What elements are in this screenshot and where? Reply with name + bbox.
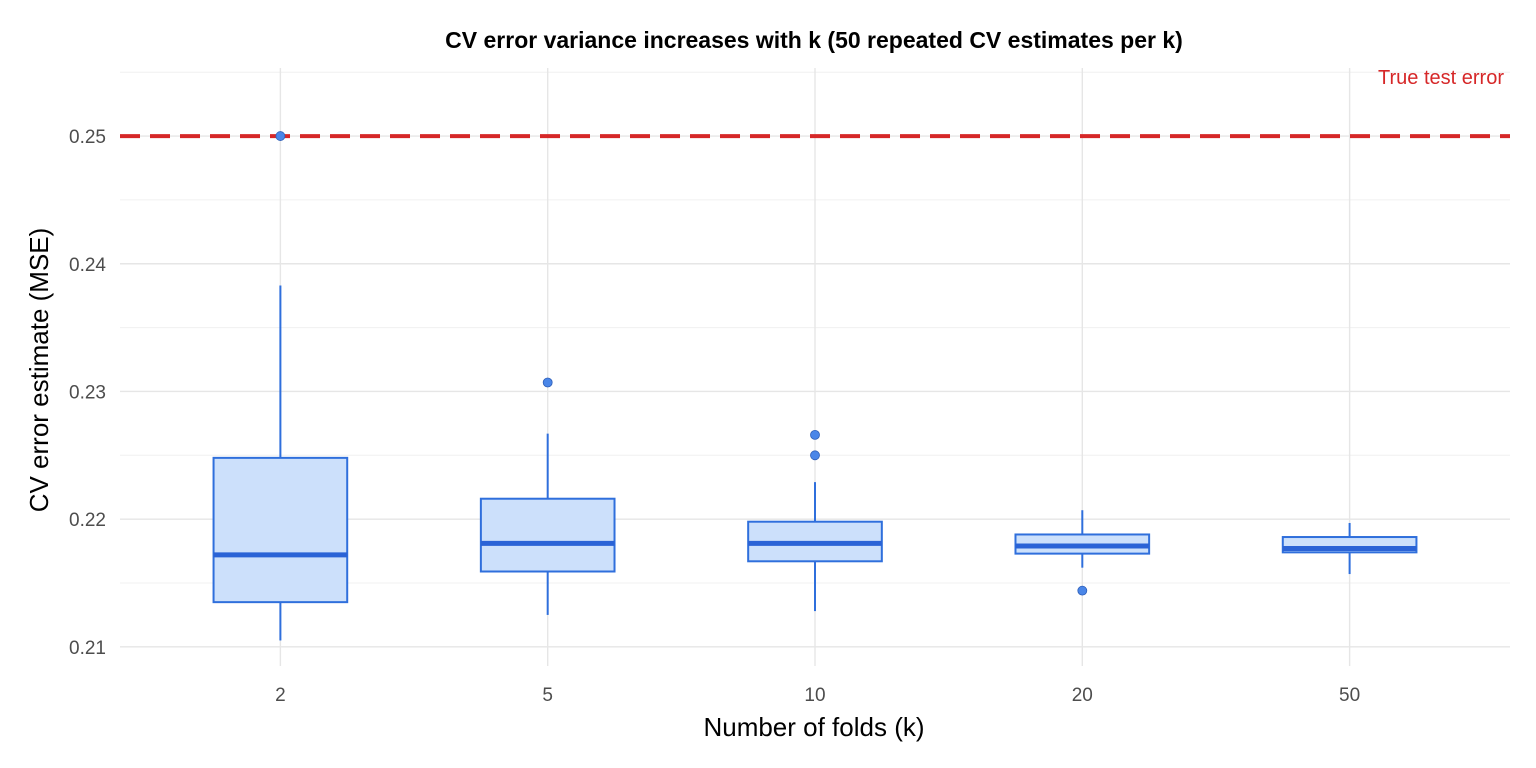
outlier-point — [1077, 585, 1088, 596]
y-tick-label: 0.25 — [69, 127, 106, 148]
box-k-20 — [1014, 510, 1151, 596]
x-tick-label: 5 — [542, 685, 553, 706]
y-tick-label: 0.24 — [69, 255, 106, 276]
box-k-50 — [1281, 522, 1418, 575]
y-tick-label: 0.22 — [69, 510, 106, 531]
x-tick-label: 50 — [1339, 685, 1360, 706]
true-test-error-label: True test error — [1378, 67, 1504, 89]
x-tick-label: 2 — [275, 685, 286, 706]
box-k-10 — [747, 429, 883, 612]
box-iqr — [479, 497, 616, 573]
x-tick-label: 20 — [1072, 685, 1093, 706]
outlier-point — [542, 377, 553, 388]
x-axis-title: Number of folds (k) — [703, 712, 924, 742]
box-k-5 — [479, 377, 616, 615]
box-iqr — [212, 456, 349, 604]
x-tick-label: 10 — [804, 685, 825, 706]
outlier-point — [275, 131, 286, 141]
x-tick-labels: 2 5 10 20 50 — [275, 685, 1360, 706]
y-tick-label: 0.23 — [69, 382, 106, 403]
box-k-2 — [212, 131, 349, 641]
y-axis-title: CV error estimate (MSE) — [24, 228, 54, 513]
reference-line-group: True test error — [120, 67, 1510, 139]
y-tick-labels: 0.21 0.22 0.23 0.24 0.25 — [69, 127, 106, 659]
chart-title: CV error variance increases with k (50 r… — [445, 27, 1183, 53]
outlier-point — [810, 429, 820, 440]
y-tick-label: 0.21 — [69, 638, 106, 659]
outlier-point — [810, 450, 820, 461]
box-plots — [212, 131, 1418, 641]
